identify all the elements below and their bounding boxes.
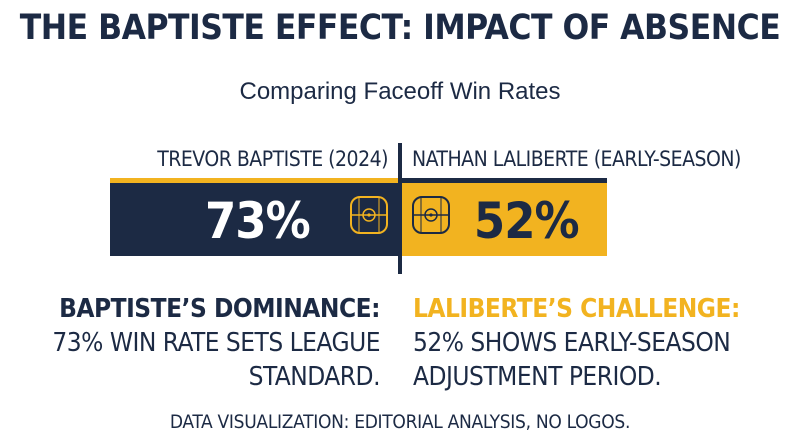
chart-title: THE BAPTISTE EFFECT: IMPACT OF ABSENCE <box>19 8 781 48</box>
note-laliberte-line2: ADJUSTMENT PERIOD. <box>413 362 662 392</box>
bar-baptiste: 73% <box>110 178 400 256</box>
note-laliberte-line1: 52% SHOWS EARLY-SEASON <box>413 328 731 358</box>
category-label-laliberte: NATHAN LALIBERTE (EARLY-SEASON) <box>412 147 741 171</box>
bar-value-label-baptiste: 73% <box>205 192 311 250</box>
faceoff-rink-icon <box>412 196 450 234</box>
bar-value-label-laliberte: 52% <box>473 192 580 250</box>
note-baptiste-line1: 73% WIN RATE SETS LEAGUE <box>52 328 380 358</box>
note-laliberte-heading: LALIBERTE’S CHALLENGE: <box>413 294 740 324</box>
note-baptiste-line2: STANDARD. <box>248 362 381 392</box>
faceoff-rink-icon <box>350 196 388 234</box>
category-label-baptiste: TREVOR BAPTISTE (2024) <box>157 147 388 171</box>
note-laliberte: LALIBERTE’S CHALLENGE: 52% SHOWS EARLY-S… <box>413 292 740 394</box>
footer-note: DATA VISUALIZATION: EDITORIAL ANALYSIS, … <box>169 411 631 433</box>
note-baptiste-heading: BAPTISTE’S DOMINANCE: <box>59 294 380 324</box>
note-baptiste: BAPTISTE’S DOMINANCE: 73% WIN RATE SETS … <box>52 292 380 394</box>
bar-laliberte: 52% <box>400 178 607 256</box>
chart-subtitle: Comparing Faceoff Win Rates <box>239 78 561 105</box>
center-divider <box>398 143 402 274</box>
